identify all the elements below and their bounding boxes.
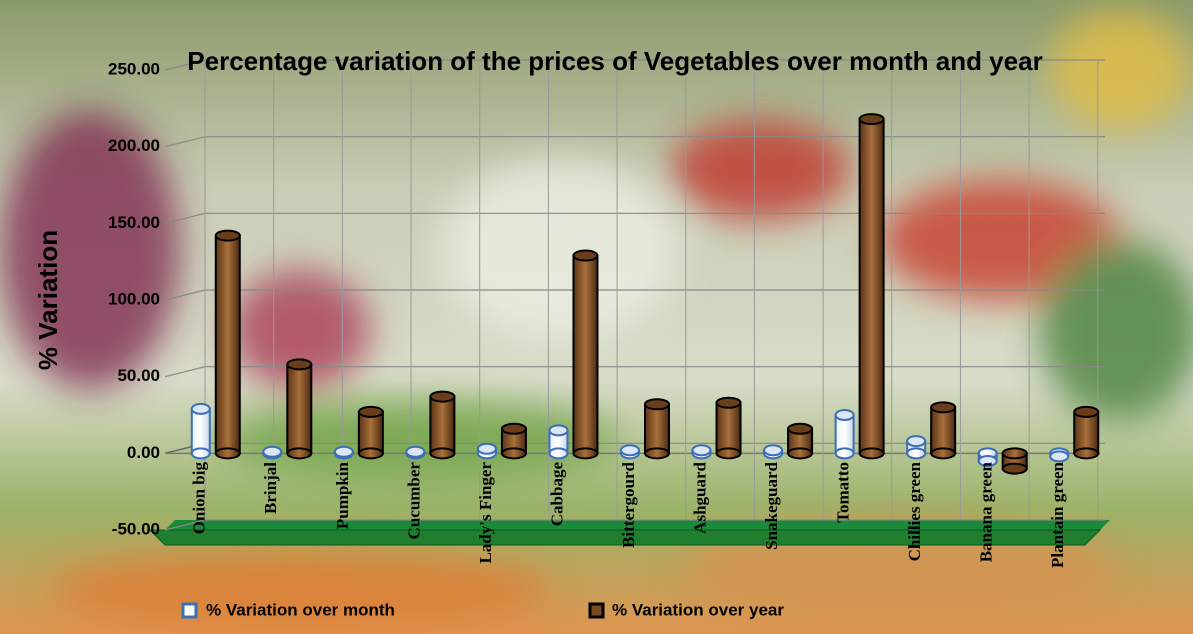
bar-cap [715,396,742,409]
floor [165,520,1110,530]
x-tick-label: Cabbage [547,462,566,527]
bar-base [930,447,957,460]
y-axis-label: % Variation [33,230,63,370]
floor-front [148,529,1102,546]
bar-cap [333,445,354,458]
bar-base [906,447,927,460]
x-tick-label: Tomatto [834,462,853,523]
y-tick-label: 100.00 [108,289,160,308]
bar-cap [930,401,957,414]
bar [357,410,384,455]
legend-swatch [181,602,198,619]
y-tick-label: 0.00 [127,443,160,462]
bar-base [190,447,211,460]
bar [214,234,241,455]
bar-cap [1073,405,1100,418]
bar-base [357,447,384,460]
bar [286,363,313,455]
bar-cap [787,422,814,435]
grid-depth [164,289,206,301]
legend-label: % Variation over month [206,600,395,619]
bar-base [572,447,599,460]
bar-cap [476,442,497,455]
bar-base [644,447,670,460]
y-tick-label: 250.00 [108,59,160,78]
bar-cap [763,444,784,457]
x-tick-label: Chillies green [905,461,924,561]
x-tick-label: Plantain green [1048,461,1067,567]
x-tick-label: Ashguard [690,461,709,533]
bar-cap [262,445,283,458]
bar [858,118,885,455]
x-tick-label: Brinjal [261,462,280,514]
bar-cap [906,435,927,448]
bar-cap [858,113,885,126]
bar-cap [286,358,313,371]
legend-swatch [588,602,605,619]
y-tick-label: -50.00 [112,519,160,538]
legend-label: % Variation over year [612,600,784,619]
x-tick-label: Pumpkin [333,461,352,529]
bar-base [787,447,814,460]
x-tick-label: Lady's Finger [476,462,495,564]
grid-depth [164,136,206,148]
x-tick-label: Snakeguard [762,461,781,549]
grid-depth [164,519,206,531]
bar-base [1001,447,1028,460]
bar-cap [548,424,569,437]
bar-cap [620,444,640,457]
bar-cap [644,398,670,411]
grid-depth [164,366,206,378]
bar-cap [500,422,527,435]
bar-cap [1001,462,1028,475]
bar [190,407,211,455]
chart-title: Percentage variation of the prices of Ve… [187,46,1043,76]
bar-cap [429,390,456,403]
background-photo [0,10,1193,630]
bar-base [500,447,527,460]
bar-base [214,447,241,460]
y-tick-label: 200.00 [108,136,160,155]
bar-cap [405,445,426,458]
bar [429,395,456,455]
x-tick-label: Onion big [190,462,209,535]
bar-cap [214,229,241,242]
x-tick-label: Cucumber [404,462,423,540]
bar-base [286,447,313,460]
grid-depth [164,212,206,224]
bar-base [834,447,855,460]
bar-cap [357,405,384,418]
bar-base [715,447,742,460]
bar [572,254,599,455]
bar-base [858,447,885,460]
bar-cap [572,249,599,262]
x-tick-label: Banana green [977,461,996,562]
bar-base [548,447,569,460]
bar-cap [190,402,211,415]
x-tick-label: Bittergourd [619,461,638,547]
bar-base [429,447,456,460]
bar-base [1073,447,1100,460]
grid-depth [164,59,206,71]
bar [644,403,670,455]
bar [1073,410,1100,455]
bar-cap [691,444,712,457]
bar [930,406,957,455]
y-tick-label: 150.00 [108,213,160,232]
bar [715,401,742,455]
bar-cap [977,455,998,467]
bar-cap [834,409,855,421]
y-tick-label: 50.00 [117,366,160,385]
bar-cap [1049,450,1070,463]
